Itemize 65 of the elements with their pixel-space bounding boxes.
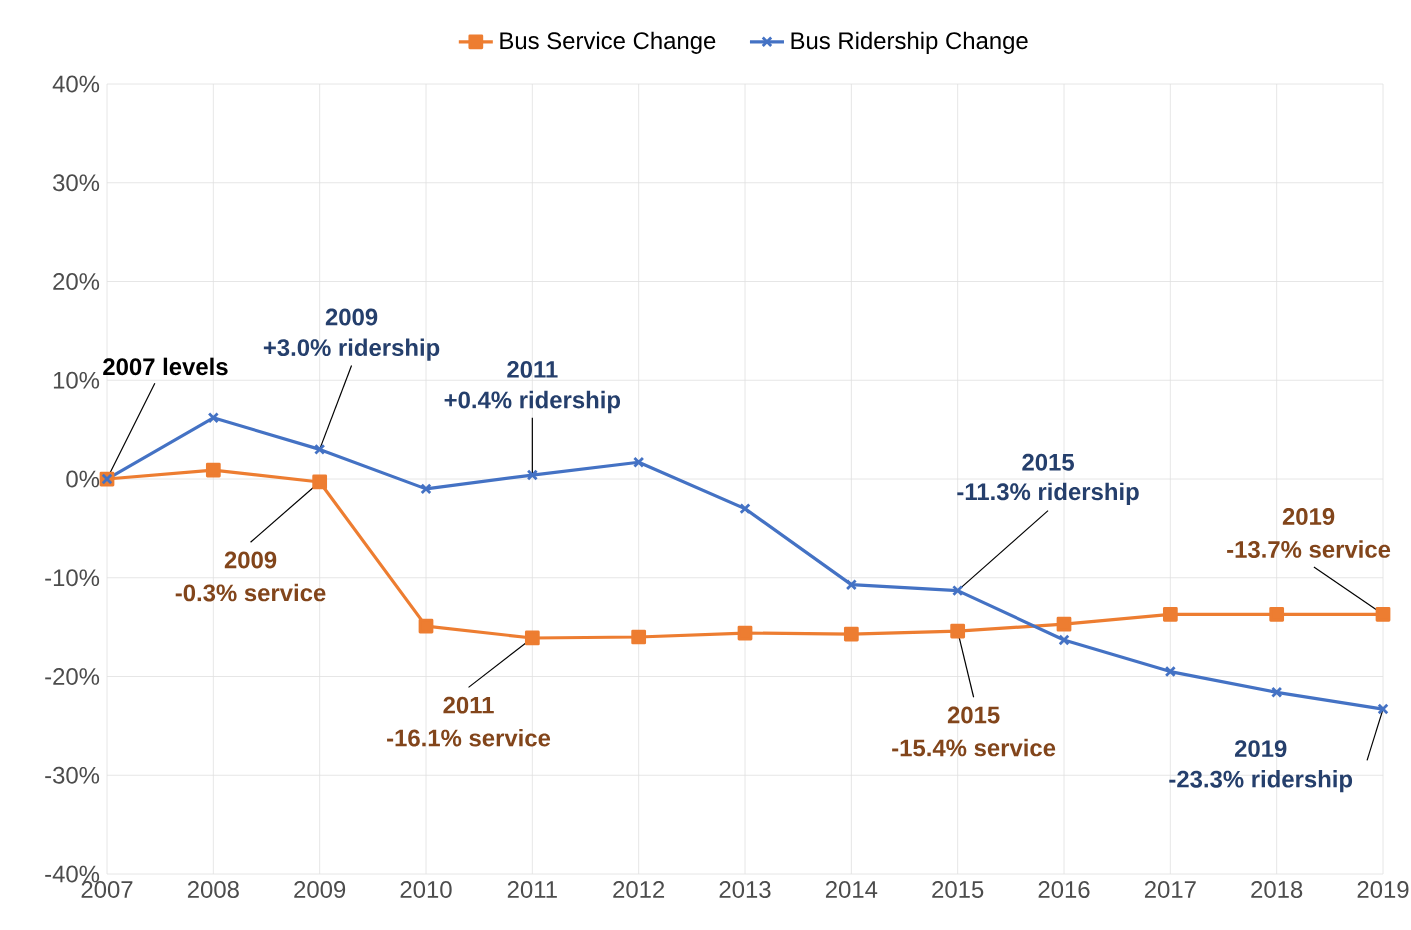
point xyxy=(1058,634,1070,646)
annotation: 2007 levels xyxy=(103,357,228,376)
x-tick-label: 2014 xyxy=(825,881,878,898)
point xyxy=(633,456,645,468)
point xyxy=(1271,686,1283,698)
x-tick-label: 2008 xyxy=(187,881,239,898)
y-tick-label: 10% xyxy=(53,371,100,389)
point xyxy=(1269,606,1285,622)
x-tick-label: 2012 xyxy=(613,881,665,898)
annotation: +0.4% ridership xyxy=(444,390,621,414)
annotation: 2011 xyxy=(443,696,494,714)
y-tick-label: 40% xyxy=(52,75,100,93)
x-tick-label: 2013 xyxy=(719,881,771,898)
y-tick-label: 0% xyxy=(66,470,100,488)
annotation: +3.0% ridership xyxy=(263,338,440,361)
annotation: 2009 xyxy=(325,308,378,326)
point xyxy=(739,503,751,515)
annotation: -15.4% service xyxy=(892,738,1056,757)
point xyxy=(843,626,859,642)
point xyxy=(1056,616,1072,632)
x-tick-label: 2015 xyxy=(932,881,984,898)
point xyxy=(312,474,328,490)
point xyxy=(950,623,966,639)
point xyxy=(418,618,434,634)
annotation: -23.3% ridership xyxy=(1169,770,1353,793)
annotation: 2011 xyxy=(507,360,558,378)
x-tick-label: 2007 xyxy=(81,881,133,898)
annotation: 2019 xyxy=(1234,740,1287,758)
x-tick-label: 2009 xyxy=(294,881,346,898)
annotation: -16.1% service xyxy=(387,728,551,747)
annotation: 2015 xyxy=(1022,453,1074,471)
y-tick-label: -40% xyxy=(45,865,100,883)
point xyxy=(952,584,964,597)
point xyxy=(1164,665,1176,678)
x-tick-label: 2017 xyxy=(1144,881,1196,898)
point xyxy=(526,469,538,481)
y-tick-label: -10% xyxy=(45,569,100,587)
point xyxy=(1377,703,1389,715)
legend-label: Bus Service Change xyxy=(500,31,716,54)
x-tick-label: 2019 xyxy=(1357,881,1409,898)
y-tick-label: 30% xyxy=(53,174,100,192)
point xyxy=(631,629,647,645)
annotation: -13.7% service xyxy=(1227,540,1391,558)
legend-label: Bus Ridership Change xyxy=(791,31,1028,54)
point xyxy=(737,625,753,641)
y-tick-label: -30% xyxy=(45,766,100,784)
x-tick-label: 2018 xyxy=(1251,881,1303,898)
point xyxy=(524,630,540,646)
point xyxy=(205,462,221,478)
annotation: 2009 xyxy=(224,551,277,569)
point xyxy=(1375,606,1391,622)
point xyxy=(845,579,857,591)
y-tick-label: 20% xyxy=(53,273,100,290)
annotation: 2019 xyxy=(1282,508,1335,525)
point xyxy=(1162,606,1178,622)
x-tick-label: 2016 xyxy=(1038,881,1090,898)
x-tick-label: 2011 xyxy=(507,881,557,898)
annotation: -0.3% service xyxy=(175,583,326,602)
point xyxy=(314,443,326,456)
x-tick-label: 2010 xyxy=(400,881,452,898)
annotation: 2015 xyxy=(947,706,1000,724)
annotation: -11.3% ridership xyxy=(957,482,1139,505)
point xyxy=(207,412,219,424)
y-tick-label: -20% xyxy=(45,668,100,685)
point xyxy=(420,483,432,495)
